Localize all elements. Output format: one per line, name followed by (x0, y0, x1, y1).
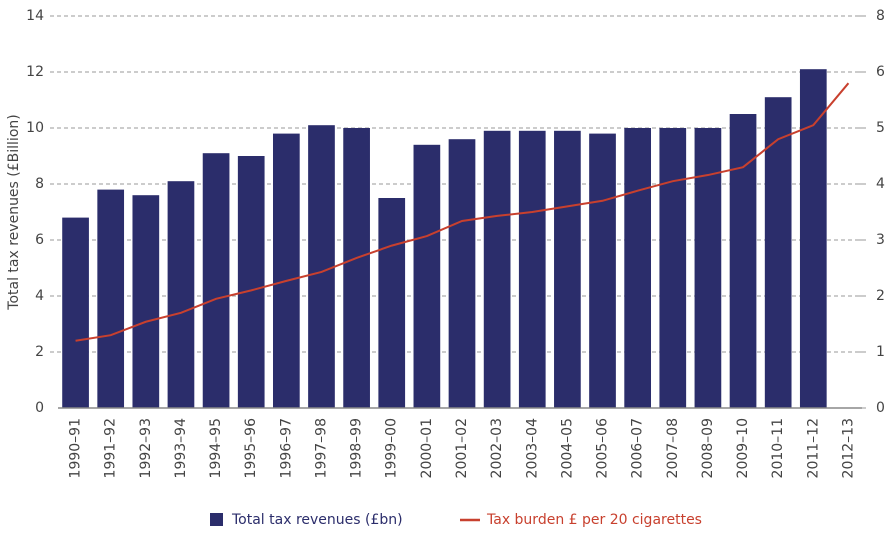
x-tick-label: 2007–08 (665, 418, 681, 478)
bar (518, 130, 546, 409)
x-tick-label: 1992–93 (138, 418, 154, 478)
bar (764, 97, 792, 408)
x-tick-label: 2008–09 (700, 418, 716, 478)
x-tick-label: 2004–05 (559, 418, 575, 478)
bar (659, 128, 687, 408)
x-tick-label: 2009–10 (735, 418, 751, 478)
y2-tick-label: 0 (876, 400, 885, 416)
x-tick-label: 2002–03 (489, 418, 505, 478)
y-tick-label: 12 (26, 64, 44, 80)
bar (799, 69, 827, 408)
bar (202, 153, 230, 408)
y2-tick-label: 3 (876, 232, 885, 248)
bar (624, 128, 652, 408)
x-tick-label: 1993–94 (173, 418, 189, 479)
bar (167, 181, 195, 408)
bar (448, 139, 476, 408)
bar (343, 128, 370, 408)
y-tick-label: 8 (35, 176, 44, 192)
x-tick-label: 1997–98 (313, 418, 329, 478)
legend-label: Total tax revenues (£bn) (231, 512, 403, 528)
x-tick-label: 2006–07 (630, 418, 646, 478)
x-tick-label: 1996–97 (278, 418, 294, 478)
x-tick-label: 1994–95 (208, 418, 224, 478)
x-tick-label: 2001–02 (454, 418, 470, 478)
bar (272, 133, 300, 408)
y2-tick-label: 2 (876, 288, 885, 304)
x-tick-label: 2003–04 (524, 418, 540, 479)
bar (132, 195, 160, 408)
x-tick-label: 2010–11 (770, 418, 786, 478)
bar (378, 198, 406, 408)
legend-label: Tax burden £ per 20 cigarettes (486, 512, 702, 528)
y2-tick-label: 6 (876, 64, 885, 80)
y-tick-label: 10 (26, 120, 44, 136)
x-tick-label: 1998–99 (349, 418, 365, 478)
bar (483, 130, 511, 409)
y2-tick-label: 8 (876, 8, 885, 24)
bar (729, 114, 757, 408)
x-tick-label: 2012–13 (840, 418, 856, 478)
y2-tick-label: 1 (876, 344, 885, 360)
line (75, 82, 850, 342)
bar (589, 133, 616, 408)
y-tick-label: 6 (35, 232, 44, 248)
x-tick-label: 2011–12 (805, 418, 821, 478)
y-tick-label: 2 (35, 344, 44, 360)
legend-swatch (210, 513, 223, 526)
y-tick-label: 4 (35, 288, 44, 304)
bar (62, 217, 89, 408)
y-axis-label: Total tax revenues (£Billion) (6, 114, 22, 310)
bar (97, 189, 125, 408)
x-tick-label: 1991–92 (103, 418, 119, 478)
bar (237, 156, 265, 408)
y-tick-label: 14 (26, 8, 44, 24)
bar (413, 144, 441, 409)
x-tick-label: 1995–96 (243, 418, 259, 479)
x-tick-label: 1999–00 (384, 418, 400, 478)
y-tick-label: 0 (35, 400, 44, 416)
bar (694, 128, 722, 408)
x-tick-label: 2000–01 (419, 418, 435, 478)
x-tick-label: 1990–91 (68, 418, 84, 478)
y2-tick-label: 4 (876, 176, 885, 192)
y2-tick-label: 5 (876, 120, 885, 136)
x-tick-label: 2005–06 (595, 418, 611, 479)
bar (308, 125, 335, 408)
bar (554, 130, 581, 409)
